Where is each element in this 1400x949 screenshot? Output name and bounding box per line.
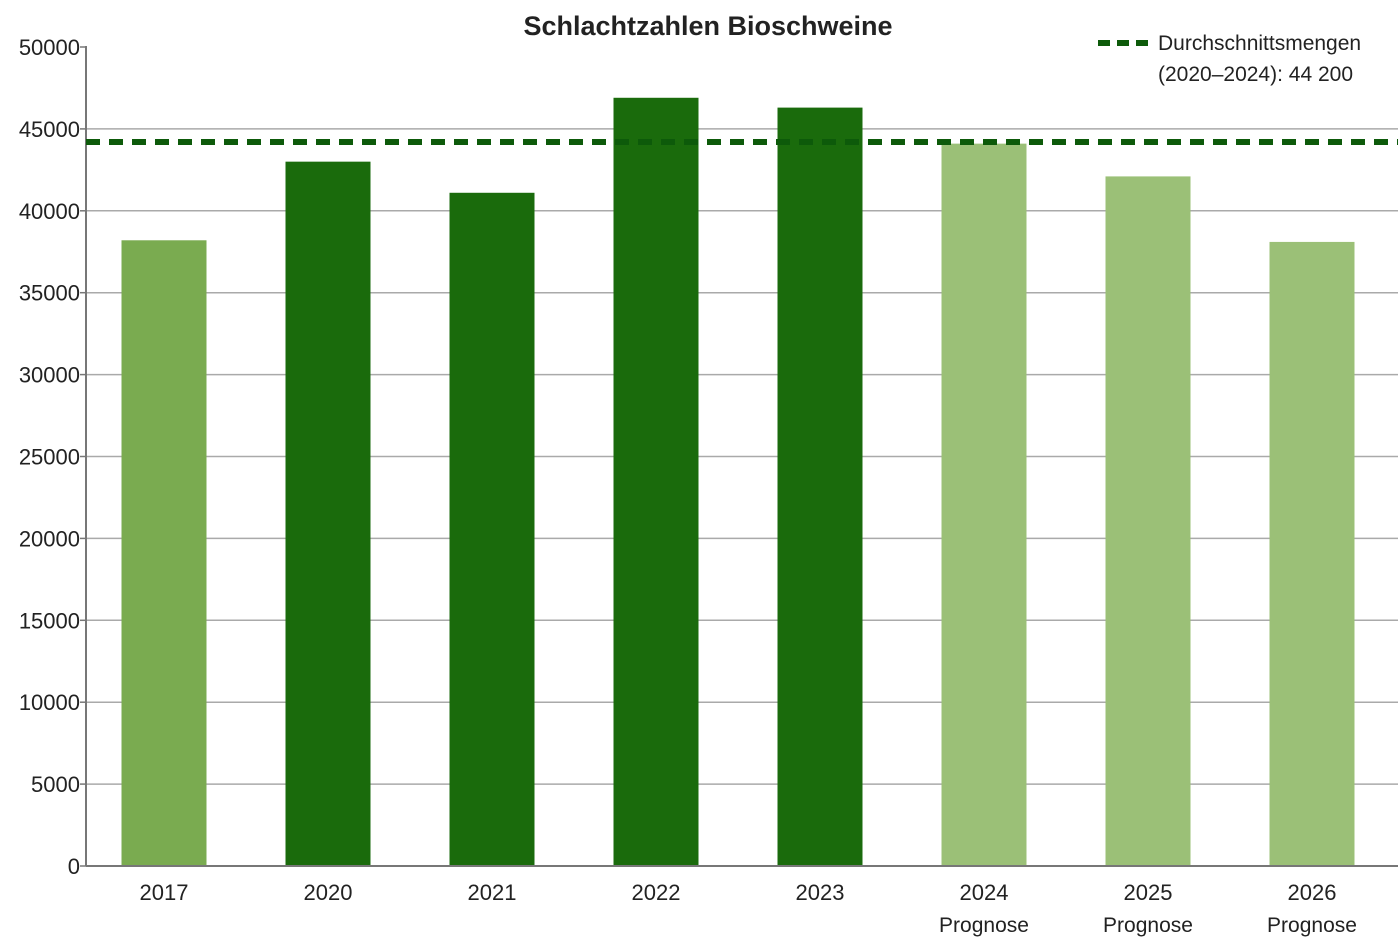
y-tick-label: 20000 (19, 526, 80, 551)
legend-label-line1: Durchschnittsmengen (1158, 32, 1361, 55)
x-tick-sublabel: Prognose (1267, 914, 1357, 937)
bar-2026 (1269, 241, 1355, 866)
y-tick-label: 5000 (31, 772, 80, 797)
y-tick-label: 15000 (19, 608, 80, 633)
x-tick-label: 2022 (632, 880, 681, 905)
x-tick-sublabel: Prognose (939, 914, 1029, 937)
bar-2020 (285, 161, 371, 866)
legend-label-line2: (2020–2024): 44 200 (1158, 63, 1353, 86)
x-tick-label: 2020 (304, 880, 353, 905)
y-tick-label: 30000 (19, 363, 80, 388)
x-tick-label: 2017 (140, 880, 189, 905)
y-tick-label: 45000 (19, 117, 80, 142)
bar-2021 (449, 192, 535, 867)
bar-2024 (941, 143, 1027, 867)
y-tick-label: 40000 (19, 199, 80, 224)
y-tick-label: 35000 (19, 281, 80, 306)
bar-2023 (777, 107, 863, 866)
y-tick-label: 0 (68, 854, 80, 879)
chart-title: Schlachtzahlen Bioschweine (523, 11, 892, 41)
legend: Durchschnittsmengen (2020–2024): 44 200 (1098, 32, 1361, 86)
y-tick-label: 10000 (19, 690, 80, 715)
y-tick-label: 25000 (19, 445, 80, 470)
x-tick-label: 2023 (796, 880, 845, 905)
x-tick-sublabel: Prognose (1103, 914, 1193, 937)
y-tick-label: 50000 (19, 35, 80, 60)
bar-2025 (1105, 176, 1191, 867)
x-tick-label: 2021 (468, 880, 517, 905)
x-tick-label: 2025 (1124, 880, 1173, 905)
bar-2022 (613, 97, 699, 866)
x-tick-label: 2024 (960, 880, 1009, 905)
bar-2017 (121, 240, 207, 866)
x-tick-label: 2026 (1288, 880, 1337, 905)
